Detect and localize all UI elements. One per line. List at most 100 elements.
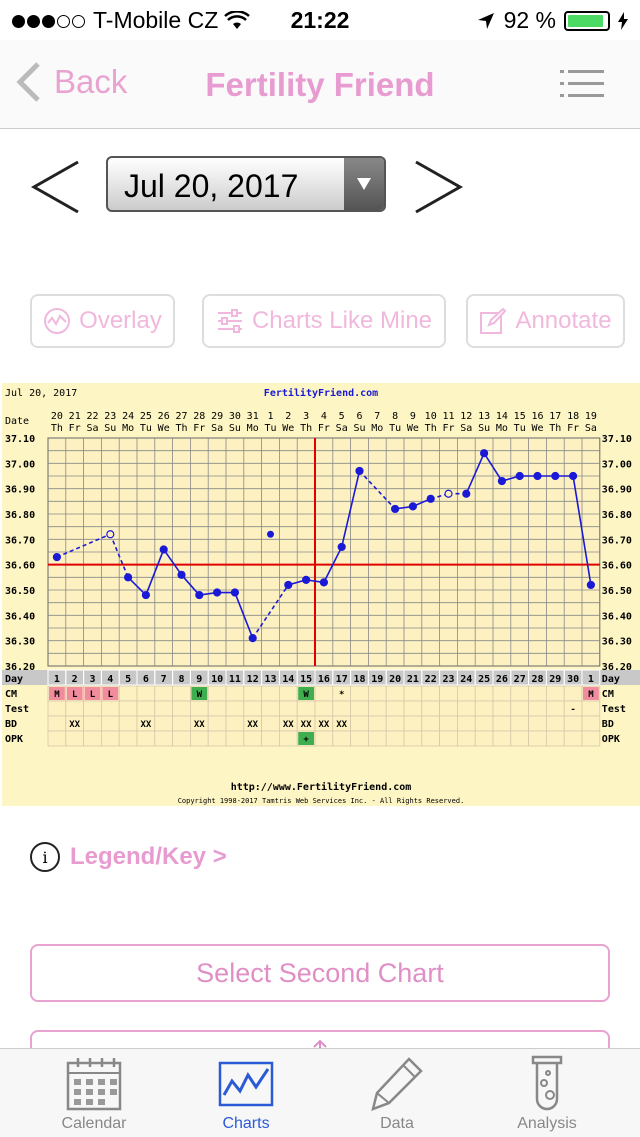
temp-line-segment (465, 452, 485, 495)
date-tick: 13 (478, 411, 490, 422)
day-tick: 11 (229, 674, 241, 685)
obs-cell (243, 700, 263, 717)
weekday-tick: Sa (460, 423, 472, 434)
weekday-tick: Tu (264, 423, 276, 434)
obs-cell-fill (84, 687, 101, 700)
obs-cell (385, 700, 405, 717)
weekday-tick: Sa (86, 423, 98, 434)
temp-line-segment (483, 452, 503, 482)
obs-cell (101, 715, 120, 732)
obs-cell-value: + (303, 735, 309, 745)
weekday-tick: We (282, 423, 294, 434)
overlay-button[interactable]: Overlay (30, 294, 175, 348)
date-tick: 5 (339, 411, 345, 422)
obs-cell (261, 700, 280, 717)
select-second-chart-button[interactable]: Select Second Chart (30, 944, 610, 1002)
weekday-tick: Th (549, 423, 561, 434)
weekday-tick: Sa (211, 423, 223, 434)
date-tick: 27 (175, 411, 187, 422)
y-tick-right: 36.20 (602, 662, 632, 673)
date-tick: 7 (374, 411, 380, 422)
obs-cell (350, 700, 369, 717)
date-tick: 8 (392, 411, 398, 422)
obs-cell (172, 730, 191, 747)
day-tick: 14 (282, 674, 294, 685)
tab-calendar[interactable]: Calendar (19, 1049, 169, 1137)
legend-key-link[interactable]: i Legend/Key > (30, 840, 227, 874)
obs-cell (546, 730, 565, 747)
obs-cell (439, 715, 458, 732)
day-tick: 23 (442, 674, 454, 685)
weekday-tick: Su (353, 423, 365, 434)
obs-cell (243, 730, 263, 747)
weekday-tick: Su (104, 423, 116, 434)
obs-cell (492, 730, 512, 747)
date-tick: 6 (356, 411, 362, 422)
obs-cell (65, 700, 84, 717)
obs-row-label-right: Test (602, 704, 626, 715)
obs-row-label-right: OPK (602, 734, 620, 745)
date-tick: 18 (567, 411, 579, 422)
y-tick-left: 36.40 (5, 611, 35, 622)
next-date-icon[interactable] (414, 160, 464, 214)
chevron-left-icon (16, 62, 40, 102)
obs-cell (403, 685, 423, 702)
date-tick: 23 (104, 411, 116, 422)
y-tick-left: 37.10 (5, 434, 35, 445)
back-button[interactable]: Back (14, 60, 127, 104)
y-tick-left: 36.20 (5, 662, 35, 673)
outlier-point (267, 530, 274, 538)
date-tick: 24 (122, 411, 134, 422)
obs-cell (546, 700, 565, 717)
obs-cell (367, 700, 387, 717)
obs-cell (546, 715, 565, 732)
obs-cell (225, 700, 245, 717)
menu-button[interactable] (560, 70, 604, 103)
temp-point (302, 575, 311, 584)
dropdown-button[interactable] (344, 158, 384, 210)
triangle-down-icon (357, 178, 371, 190)
chart-date-label: Jul 20, 2017 (5, 388, 77, 399)
annotate-button[interactable]: Annotate (466, 294, 625, 348)
obs-cell (492, 700, 512, 717)
day-tick: 5 (125, 674, 131, 685)
temp-line-segment (234, 592, 254, 639)
date-dropdown[interactable]: Jul 20, 2017 (106, 156, 386, 212)
tab-analysis-label: Analysis (517, 1115, 577, 1132)
obs-cell-value: L (90, 690, 96, 700)
obs-cell-value: L (72, 690, 78, 700)
temp-point (444, 489, 453, 498)
obs-cell (278, 700, 298, 717)
date-tick: 20 (51, 411, 63, 422)
tab-data[interactable]: Data (322, 1049, 472, 1137)
tab-charts[interactable]: Charts (171, 1049, 321, 1137)
fertility-chart[interactable]: Jul 20, 2017 FertilityFriend.com Date 20 21 2… (2, 383, 640, 806)
obs-cell (528, 730, 547, 747)
weekday-tick: Th (425, 423, 437, 434)
obs-cell-fill (102, 687, 119, 700)
temp-point (426, 494, 435, 503)
obs-cell-fill (298, 687, 314, 700)
weekday-tick: Fr (193, 423, 205, 434)
weekday-tick: Th (300, 423, 312, 434)
temp-point (123, 573, 133, 582)
temp-point (319, 578, 328, 587)
tab-bar: Calendar Charts Data Analysis (0, 1048, 640, 1137)
weekday-tick: Tu (140, 423, 152, 434)
temp-point (159, 545, 168, 554)
obs-cell (207, 685, 227, 702)
obs-cell (510, 715, 529, 732)
date-tick: 22 (86, 411, 98, 422)
obs-cell (456, 730, 476, 747)
location-arrow-icon (477, 12, 494, 29)
date-tick: 1 (267, 411, 273, 422)
obs-cell-value: M (588, 690, 594, 700)
charts-like-mine-button[interactable]: Charts Like Mine (202, 294, 446, 348)
obs-cell (314, 700, 334, 717)
tab-analysis[interactable]: Analysis (472, 1049, 622, 1137)
previous-date-icon[interactable] (30, 160, 80, 214)
day-tick: 24 (460, 674, 472, 685)
day-row-label-right: Day (602, 674, 620, 685)
day-tick: 2 (72, 674, 78, 685)
